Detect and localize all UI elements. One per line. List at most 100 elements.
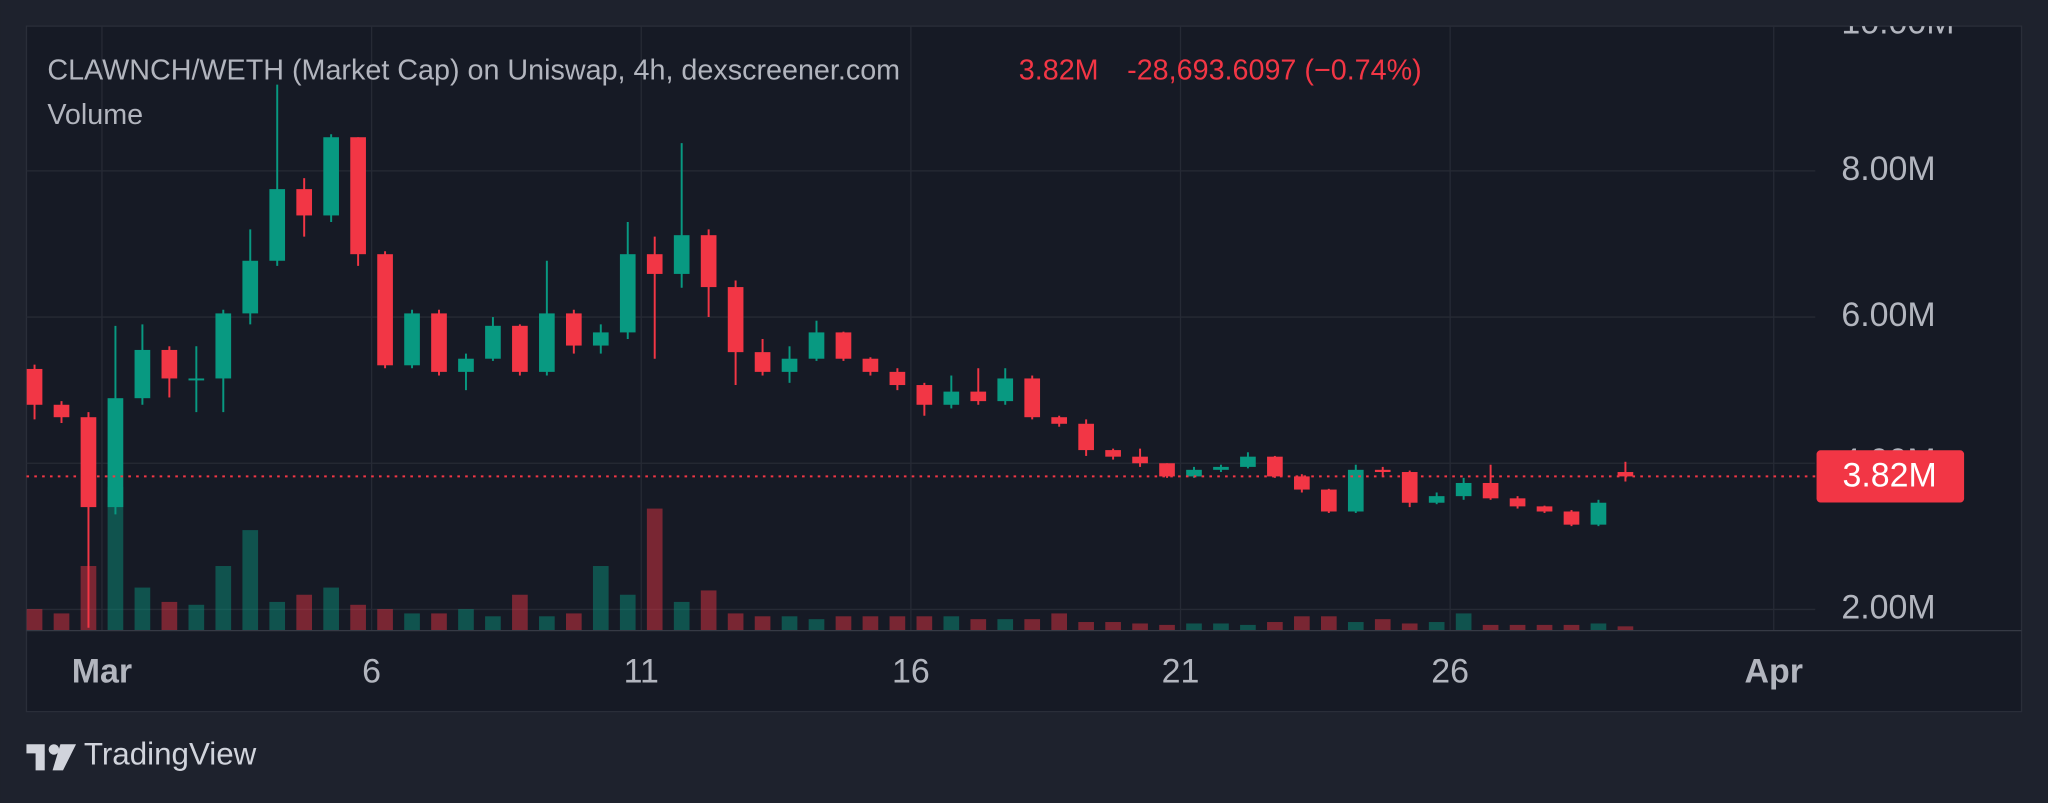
volume-bar	[26, 609, 43, 631]
axes-layer: 2.00M4.00M6.00M8.00M10.00MMar611162126Ap…	[72, 26, 1955, 691]
y-tick-label: 8.00M	[1841, 150, 1935, 188]
plot-layer	[26, 84, 1816, 631]
candle-body	[1347, 469, 1364, 512]
volume-bar	[1617, 626, 1634, 631]
candle-body	[1509, 498, 1526, 507]
candle-body	[80, 417, 97, 508]
volume-bar	[215, 566, 232, 631]
candle-body	[1320, 489, 1337, 512]
volume-bar	[808, 619, 825, 631]
candle-body	[700, 235, 717, 288]
candle-body	[242, 260, 259, 314]
x-tick-label: 16	[892, 653, 930, 691]
grid-layer	[26, 26, 1816, 631]
candle-body	[754, 352, 771, 372]
candle-body	[646, 254, 663, 274]
volume-bar	[323, 587, 339, 631]
x-tick-label: Apr	[1744, 653, 1802, 691]
candle-body	[485, 325, 501, 359]
volume-bar	[1563, 624, 1580, 631]
x-tick-label: Mar	[72, 653, 132, 691]
candle-body	[808, 332, 825, 359]
candle-body	[916, 385, 933, 405]
brand-logo	[26, 744, 77, 771]
volume-bar	[350, 604, 366, 631]
volume-bar	[754, 616, 771, 631]
volume-bar	[592, 566, 609, 631]
candle-body	[1105, 450, 1121, 457]
x-tick-label: 11	[624, 653, 659, 691]
volume-bar	[700, 590, 717, 631]
volume-bar	[1428, 622, 1445, 631]
volume-bar	[862, 616, 879, 631]
x-tick-label: 6	[362, 653, 381, 691]
volume-bar	[1401, 623, 1418, 631]
volume-bar	[1294, 616, 1310, 631]
volume-bar	[1186, 623, 1202, 631]
volume-bar	[1536, 624, 1553, 631]
candle-body	[1267, 456, 1283, 477]
candle-body	[970, 391, 987, 402]
volume-bar	[161, 601, 178, 631]
candle-body	[107, 398, 124, 508]
candle-body	[835, 332, 852, 359]
volume-label: Volume	[47, 99, 143, 131]
candle-body	[296, 189, 313, 216]
candle-body	[781, 358, 798, 372]
candle-body	[565, 313, 582, 346]
candle-body	[512, 325, 528, 372]
candle-body	[1455, 482, 1472, 497]
x-tick-label: 26	[1431, 653, 1469, 691]
volume-bar	[1320, 616, 1337, 631]
volume-bar	[1105, 622, 1121, 631]
volume-bar	[242, 530, 259, 631]
header-value: 3.82M	[1019, 54, 1099, 86]
candle-body	[134, 349, 151, 399]
candle-body	[997, 378, 1014, 402]
volume-bar	[1267, 622, 1283, 631]
candle-body	[943, 391, 960, 405]
candle-body	[350, 137, 366, 255]
candle-body	[1132, 456, 1148, 464]
volume-bar	[646, 508, 663, 631]
x-tick-label: 21	[1162, 653, 1200, 691]
last-price-label: 3.82M	[1843, 457, 1937, 495]
candle-body	[862, 358, 879, 372]
candle-body	[1563, 511, 1580, 525]
candle-body	[26, 368, 43, 405]
volume-bar	[781, 616, 798, 631]
candle-body	[592, 332, 609, 346]
candle-body	[727, 287, 744, 353]
volume-bar	[727, 613, 744, 631]
volume-bar	[1240, 624, 1256, 631]
volume-bar	[673, 601, 690, 631]
volume-bar	[188, 604, 205, 631]
y-tick-label: 6.00M	[1841, 296, 1935, 334]
volume-bar	[512, 594, 528, 631]
header-change: -28,693.6097 (−0.74%)	[1127, 54, 1422, 86]
volume-bar	[431, 613, 447, 631]
candle-body	[619, 254, 636, 333]
candle-body	[673, 235, 690, 274]
candle-body	[889, 371, 906, 386]
candle-body	[1428, 496, 1445, 503]
candle-body	[1294, 476, 1310, 490]
volume-bar	[889, 616, 906, 631]
candle-body	[404, 313, 420, 366]
volume-bar	[1482, 624, 1499, 631]
candle-body	[431, 313, 447, 372]
candle-body	[323, 137, 339, 216]
volume-bar	[997, 619, 1014, 631]
candle-body	[1078, 423, 1094, 451]
candle-body	[1374, 469, 1391, 473]
volume-bar	[565, 613, 582, 631]
candle-body	[1590, 502, 1607, 525]
volume-bar	[539, 616, 555, 631]
candle-body	[539, 313, 555, 372]
volume-bar	[107, 487, 124, 631]
volume-bar	[943, 616, 960, 631]
candle-body	[215, 313, 232, 379]
volume-bar	[1509, 624, 1526, 631]
volume-bar	[134, 587, 151, 631]
candle-body	[1536, 506, 1553, 512]
